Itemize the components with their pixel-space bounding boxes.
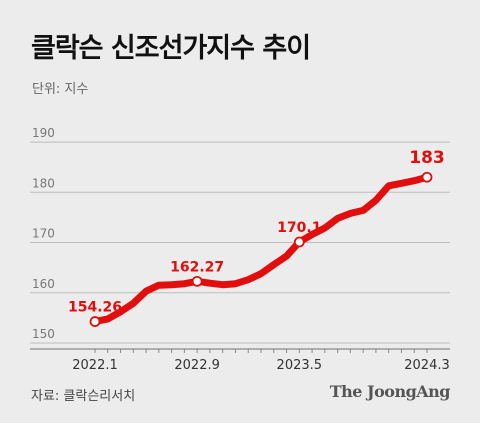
data-point-2024.3 — [421, 171, 433, 183]
y-tick-label-150: 150 — [32, 327, 55, 341]
series-line — [91, 173, 431, 326]
x-tick-label-2022.1: 2022.1 — [72, 358, 118, 373]
y-tick-label-180: 180 — [32, 176, 55, 190]
y-tick-label-170: 170 — [32, 227, 55, 241]
unit-label: 단위: 지수 — [32, 82, 89, 97]
y-tick-label-160: 160 — [32, 277, 55, 291]
data-point-2022.1 — [89, 316, 101, 327]
y-tick-label-190: 190 — [32, 126, 55, 140]
data-point-2022.9 — [191, 275, 203, 287]
publisher-logo: The JoongAng — [329, 382, 451, 401]
x-tick-label-2024.3: 2024.3 — [404, 358, 450, 373]
source-label: 자료: 클락슨리서치 — [31, 389, 136, 404]
data-label-2022.1: 154.26 — [68, 300, 122, 316]
x-tick-label-2023.5: 2023.5 — [277, 358, 323, 373]
data-label-2023.5: 170.1 — [277, 220, 321, 236]
chart-title: 클락슨 신조선가지수 추이 — [31, 33, 311, 64]
data-label-2022.9: 162.27 — [170, 259, 224, 275]
data-label-2024.3: 183 — [409, 148, 445, 168]
x-tick-label-2022.9: 2022.9 — [174, 358, 220, 373]
data-point-2023.5 — [293, 236, 305, 248]
